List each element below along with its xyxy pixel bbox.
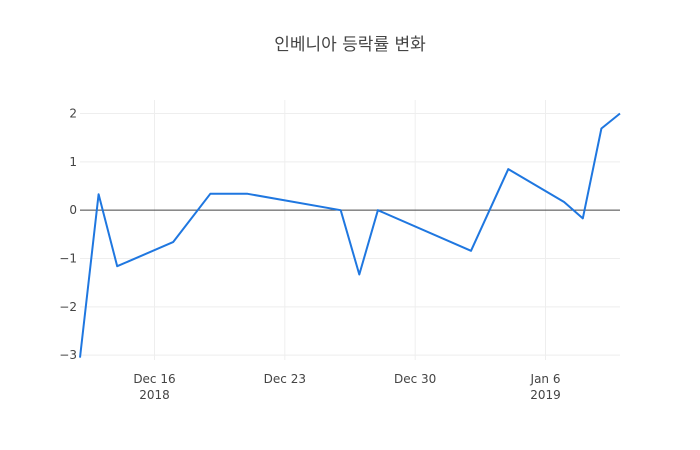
y-tick-label: −1: [59, 252, 77, 266]
x-tick-label: Dec 16: [133, 372, 175, 386]
chart-title: 인베니아 등락률 변화: [274, 35, 426, 55]
x-tick-label: Dec 23: [264, 372, 306, 386]
x-tick-label: Jan 6: [530, 372, 561, 386]
data-point[interactable]: [614, 108, 626, 120]
data-point[interactable]: [465, 245, 477, 257]
data-point[interactable]: [74, 352, 86, 364]
x-tick-year-label: 2019: [530, 388, 561, 402]
data-point[interactable]: [502, 163, 514, 175]
series-layer: [74, 108, 626, 364]
x-tick-year-label: 2018: [139, 388, 170, 402]
y-tick-label: −3: [59, 348, 77, 362]
data-point[interactable]: [167, 236, 179, 248]
data-point[interactable]: [335, 204, 347, 216]
data-point[interactable]: [595, 123, 607, 135]
y-tick-label: 1: [69, 155, 77, 169]
grid-layer: [80, 100, 620, 360]
data-point[interactable]: [372, 204, 384, 216]
y-tick-label: 2: [69, 107, 77, 121]
x-tick-label: Dec 30: [394, 372, 436, 386]
data-point[interactable]: [204, 188, 216, 200]
data-point[interactable]: [111, 260, 123, 272]
y-tick-label: 0: [69, 203, 77, 217]
y-tick-label: −2: [59, 300, 77, 314]
data-point[interactable]: [242, 188, 254, 200]
data-point[interactable]: [353, 268, 365, 280]
data-point[interactable]: [93, 188, 105, 200]
data-point[interactable]: [558, 196, 570, 208]
data-point[interactable]: [577, 212, 589, 224]
y-axis-ticks: 2 1 0 −1 −2 −3: [59, 107, 77, 363]
x-axis-ticks: Dec 16 2018 Dec 23 Dec 30 Jan 6 2019: [133, 372, 560, 402]
series-line: [79, 112, 621, 358]
